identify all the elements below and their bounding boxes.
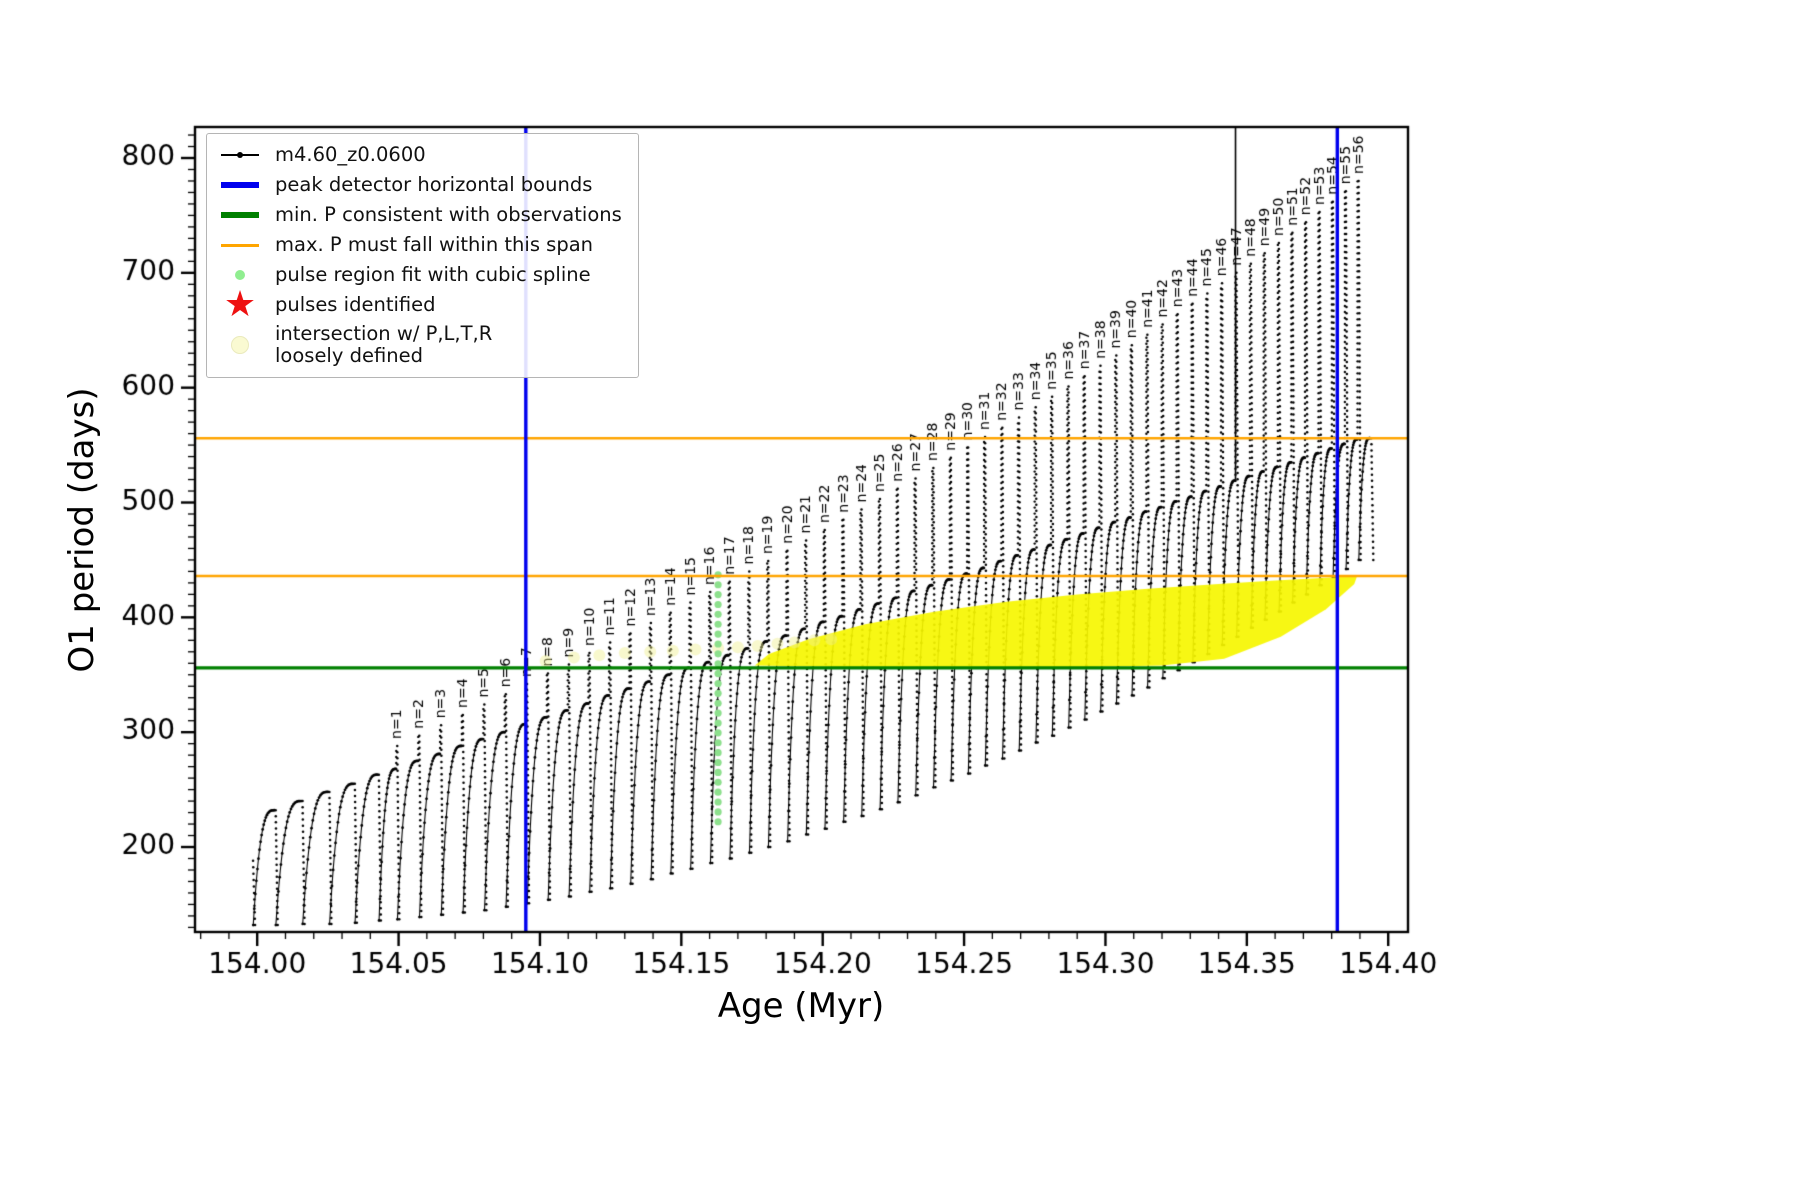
legend-entry-intersection: intersection w/ P,L,T,R loosely defined [217, 322, 622, 368]
legend-entry-peak-bounds: peak detector horizontal bounds [217, 173, 622, 197]
legend-entry-max-p: max. P must fall within this span [217, 233, 622, 257]
legend-box: m4.60_z0.0600 peak detector horizontal b… [206, 133, 639, 378]
legend-label: max. P must fall within this span [275, 232, 594, 256]
x-axis-label: Age (Myr) [717, 986, 885, 1026]
blue-bound-line-icon [217, 182, 263, 188]
legend-label: intersection w/ P,L,T,R loosely defined [275, 322, 493, 368]
max-p-line-icon [217, 243, 263, 247]
legend-entry-series: m4.60_z0.0600 [217, 143, 622, 167]
series-line-icon [217, 152, 263, 158]
min-p-line-icon [217, 212, 263, 218]
legend-label: pulses identified [275, 292, 436, 316]
legend-entry-pulses: ★ pulses identified [217, 284, 622, 325]
legend-label: m4.60_z0.0600 [275, 142, 426, 166]
legend-label: peak detector horizontal bounds [275, 172, 593, 196]
pulse-star-icon: ★ [223, 284, 257, 325]
legend-entry-spline: pulse region fit with cubic spline [217, 263, 622, 287]
intersection-dot-icon [217, 336, 263, 355]
legend-entry-min-p: min. P consistent with observations [217, 203, 622, 227]
y-axis-label: O1 period (days) [62, 387, 102, 673]
spline-dot-icon [217, 270, 263, 280]
legend-label: pulse region fit with cubic spline [275, 262, 591, 286]
legend-label: min. P consistent with observations [275, 202, 622, 226]
